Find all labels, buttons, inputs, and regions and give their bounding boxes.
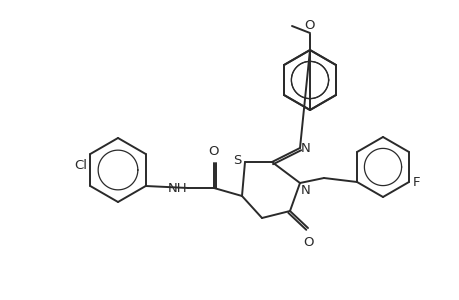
Text: NH: NH bbox=[167, 182, 187, 194]
Text: S: S bbox=[233, 154, 241, 167]
Text: Cl: Cl bbox=[74, 159, 87, 172]
Text: N: N bbox=[300, 142, 310, 154]
Text: N: N bbox=[300, 184, 310, 197]
Text: O: O bbox=[208, 145, 219, 158]
Text: O: O bbox=[304, 19, 314, 32]
Text: F: F bbox=[412, 176, 420, 188]
Text: O: O bbox=[303, 236, 313, 249]
